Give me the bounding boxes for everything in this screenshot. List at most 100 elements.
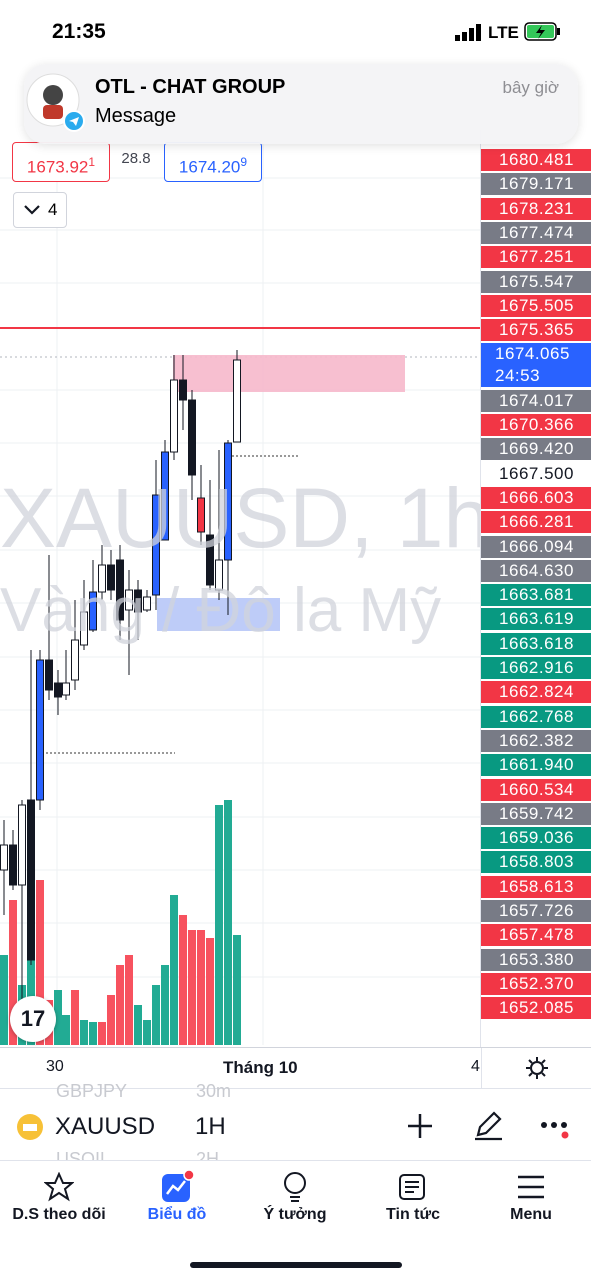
price-label: 1680.481 <box>481 149 591 171</box>
candle-body <box>179 379 187 401</box>
status-bar: 21:35 LTE <box>0 0 591 64</box>
price-label: 1677.251 <box>481 246 591 269</box>
candle-body <box>71 639 79 681</box>
price-label: 1674.017 <box>481 389 591 412</box>
price-label: 1675.505 <box>481 294 591 317</box>
price-text: 1658.613 <box>499 876 574 896</box>
price-text: 1675.365 <box>499 320 574 340</box>
price-label: 1658.803 <box>481 851 591 874</box>
price-text: 1653.380 <box>499 949 574 969</box>
news-icon <box>399 1174 425 1200</box>
time-label: 4 <box>471 1058 480 1075</box>
candle-body <box>206 938 214 1045</box>
nav-label: Tin tức <box>386 1206 440 1223</box>
candle-body <box>80 1020 88 1045</box>
price-text: 1664.630 <box>499 560 574 580</box>
chevron-icon <box>24 205 40 215</box>
nav-chart[interactable]: Biểu đồ <box>118 1168 236 1224</box>
candle-body <box>134 589 142 613</box>
candle-body <box>107 995 115 1045</box>
candle-body <box>116 559 124 621</box>
ask-button[interactable]: 1674.209 <box>164 142 262 182</box>
time-label: Tháng 10 <box>223 1058 298 1077</box>
price-text: 1674.065 <box>495 344 570 364</box>
price-label: 1677.474 <box>481 221 591 244</box>
price-label: 1664.630 <box>481 559 591 582</box>
price-label: 1660.534 <box>481 778 591 801</box>
candle-body <box>54 990 62 1045</box>
ask-price: 1674.20 <box>178 157 241 177</box>
price-label: 1662.824 <box>481 681 591 704</box>
price-label: 1661.940 <box>481 754 591 777</box>
price-label: 1658.613 <box>481 875 591 898</box>
nav-menu[interactable]: Menu <box>472 1168 590 1224</box>
interval[interactable]: 1H <box>195 1113 226 1140</box>
spread: 28.8 <box>121 150 151 167</box>
price-label: 1652.085 <box>481 997 591 1020</box>
candle-body <box>224 442 232 561</box>
notification[interactable]: OTL - CHAT GROUP Message bây giờ <box>24 64 578 144</box>
candle-body <box>215 559 223 591</box>
price-text: 1659.036 <box>499 828 574 848</box>
draw-button[interactable] <box>472 1109 504 1141</box>
add-button[interactable] <box>405 1111 435 1141</box>
price-label: 1667.500 <box>481 462 591 485</box>
price-label: 1659.036 <box>481 827 591 850</box>
nav-watchlist[interactable]: D.S theo dõi <box>0 1168 118 1224</box>
candle-body <box>197 497 205 533</box>
bid-digit: 1 <box>88 155 96 169</box>
app-avatar <box>26 73 85 132</box>
ghost-symbol: GBPJPY <box>56 1081 128 1101</box>
network: LTE <box>488 23 519 42</box>
ghost-interval: 30m <box>196 1081 232 1101</box>
symbol[interactable]: XAUUSD <box>55 1113 156 1140</box>
notification-title: OTL - CHAT GROUP <box>95 76 286 98</box>
ghost-interval: 2H <box>196 1149 220 1161</box>
nav-news[interactable]: Tin tức <box>354 1168 472 1224</box>
indicators-toggle[interactable]: 4 <box>13 192 67 228</box>
candle-body <box>80 611 88 646</box>
price-label: 1662.382 <box>481 729 591 752</box>
candle-body <box>36 880 44 1045</box>
price-label: 1657.478 <box>481 924 591 947</box>
price-text: 1679.171 <box>499 174 574 194</box>
candle-body <box>116 965 124 1045</box>
price-text: 1657.478 <box>499 925 574 945</box>
price-text: 1675.505 <box>499 295 574 315</box>
nav-label: Menu <box>510 1206 552 1223</box>
nav-ideas[interactable]: Ý tưởng <box>236 1168 354 1224</box>
gold-icon <box>17 1114 43 1140</box>
price-text: 1666.094 <box>499 536 574 556</box>
candle-body <box>125 589 133 611</box>
candle-body <box>179 915 187 1045</box>
price-label: 1662.916 <box>481 657 591 679</box>
tv-logo[interactable]: 17 <box>10 996 56 1042</box>
nav-label: Ý tưởng <box>263 1206 327 1223</box>
candle-body <box>0 844 8 871</box>
gear-icon <box>526 1057 548 1079</box>
price-text: 1677.251 <box>499 247 574 267</box>
price-label: 1666.281 <box>481 511 591 534</box>
price-text: 1652.085 <box>499 998 574 1018</box>
price-text: 1677.474 <box>499 222 574 242</box>
candle-body <box>125 955 133 1045</box>
candle-body <box>89 1022 97 1045</box>
countdown: 24:53 <box>495 366 541 386</box>
chart-icon <box>162 1170 195 1202</box>
price-text: 1662.916 <box>499 658 574 677</box>
price-text: 1657.726 <box>499 901 574 920</box>
bid-button[interactable]: 1673.921 <box>12 142 110 182</box>
clock: 21:35 <box>52 20 106 43</box>
candle-body <box>233 359 241 443</box>
candle-body <box>18 804 26 886</box>
star-icon <box>44 1172 74 1202</box>
candle-body <box>197 930 205 1045</box>
price-text: 1674.017 <box>499 390 574 410</box>
candle-body <box>9 900 17 1045</box>
candle-body <box>152 985 160 1045</box>
price-label: 1670.366 <box>481 414 591 436</box>
price-text: 1675.547 <box>499 271 574 291</box>
settings-button[interactable] <box>481 1048 591 1088</box>
more-button[interactable] <box>540 1117 574 1139</box>
